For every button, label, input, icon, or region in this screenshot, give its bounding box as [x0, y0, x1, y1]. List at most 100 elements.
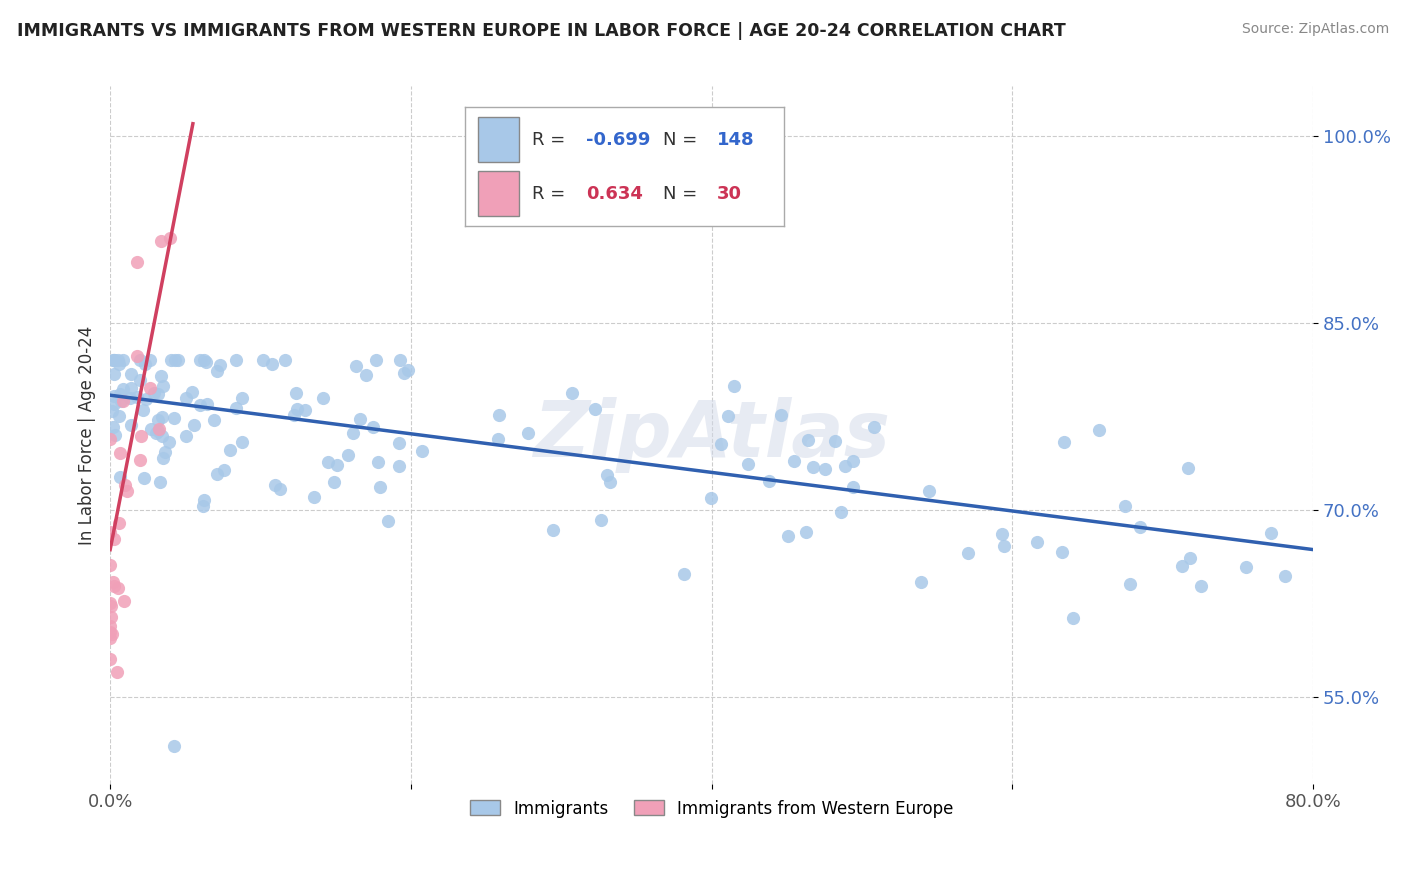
Point: [326, 458, 349, 472]
Point: [367, 455, 389, 469]
Point: [139, 422, 162, 436]
Point: [101, 575, 124, 590]
Point: [148, 424, 170, 438]
Point: [737, 458, 759, 472]
Point: [583, 401, 606, 416]
Point: [139, 381, 162, 395]
Point: [98, 558, 121, 572]
Point: [129, 353, 152, 368]
Point: [108, 387, 131, 401]
Point: [1234, 559, 1257, 574]
Point: [150, 429, 173, 443]
Point: [910, 575, 932, 590]
Point: [132, 403, 155, 417]
Point: [98, 652, 121, 666]
Point: [361, 419, 384, 434]
Point: [139, 353, 162, 368]
Point: [111, 393, 134, 408]
Point: [411, 443, 433, 458]
Point: [316, 454, 339, 468]
Point: [157, 434, 180, 449]
Point: [776, 528, 799, 542]
Point: [1191, 579, 1213, 593]
Point: [354, 368, 377, 382]
Point: [98, 596, 121, 610]
Point: [103, 533, 125, 547]
Text: IMMIGRANTS VS IMMIGRANTS FROM WESTERN EUROPE IN LABOR FORCE | AGE 20-24 CORRELAT: IMMIGRANTS VS IMMIGRANTS FROM WESTERN EU…: [17, 22, 1066, 40]
Point: [188, 353, 211, 368]
Point: [284, 385, 307, 400]
Point: [120, 391, 142, 405]
Point: [107, 582, 129, 596]
Point: [1178, 550, 1201, 565]
Point: [167, 353, 190, 368]
Point: [1274, 569, 1296, 583]
Point: [814, 462, 837, 476]
Point: [103, 367, 125, 381]
Point: [486, 432, 509, 446]
Point: [1062, 611, 1084, 625]
Point: [107, 516, 129, 530]
Point: [801, 460, 824, 475]
Point: [252, 353, 274, 368]
Point: [129, 429, 152, 443]
Point: [145, 425, 167, 440]
Point: [561, 385, 583, 400]
Point: [163, 411, 186, 425]
Point: [700, 491, 723, 506]
Point: [723, 379, 745, 393]
Point: [163, 739, 186, 754]
Point: [115, 484, 138, 499]
Point: [101, 404, 124, 418]
Point: [219, 443, 242, 458]
Point: [1119, 576, 1142, 591]
Point: [214, 463, 236, 477]
Point: [541, 524, 564, 538]
Point: [98, 631, 121, 645]
Point: [149, 369, 172, 384]
Point: [146, 387, 169, 401]
Point: [152, 379, 174, 393]
Point: [783, 454, 806, 468]
Point: [160, 353, 183, 368]
Point: [135, 392, 157, 406]
Point: [153, 445, 176, 459]
Point: [100, 609, 122, 624]
Point: [134, 471, 156, 485]
Point: [794, 525, 817, 540]
Point: [120, 367, 142, 381]
Point: [1177, 460, 1199, 475]
Point: [287, 401, 309, 416]
Point: [125, 390, 148, 404]
Point: [98, 619, 121, 633]
Point: [283, 408, 305, 422]
Point: [710, 437, 733, 451]
Point: [129, 374, 152, 388]
Point: [225, 401, 247, 415]
Point: [125, 349, 148, 363]
Point: [599, 475, 621, 489]
Point: [146, 412, 169, 426]
Point: [225, 353, 247, 368]
Point: [344, 359, 367, 373]
Point: [103, 579, 125, 593]
Point: [101, 353, 124, 368]
Point: [396, 363, 419, 377]
Point: [159, 230, 181, 244]
Point: [993, 539, 1015, 553]
Point: [368, 480, 391, 494]
Point: [1171, 559, 1194, 574]
Point: [294, 403, 316, 417]
Point: [1260, 526, 1282, 541]
Point: [264, 477, 287, 491]
Point: [150, 409, 173, 424]
Point: [120, 418, 142, 433]
Point: [387, 436, 409, 450]
Text: Source: ZipAtlas.com: Source: ZipAtlas.com: [1241, 22, 1389, 37]
Legend: Immigrants, Immigrants from Western Europe: Immigrants, Immigrants from Western Euro…: [464, 793, 960, 824]
Point: [207, 364, 229, 378]
Point: [208, 358, 231, 372]
Point: [830, 505, 852, 519]
Point: [834, 458, 856, 473]
Point: [114, 478, 136, 492]
